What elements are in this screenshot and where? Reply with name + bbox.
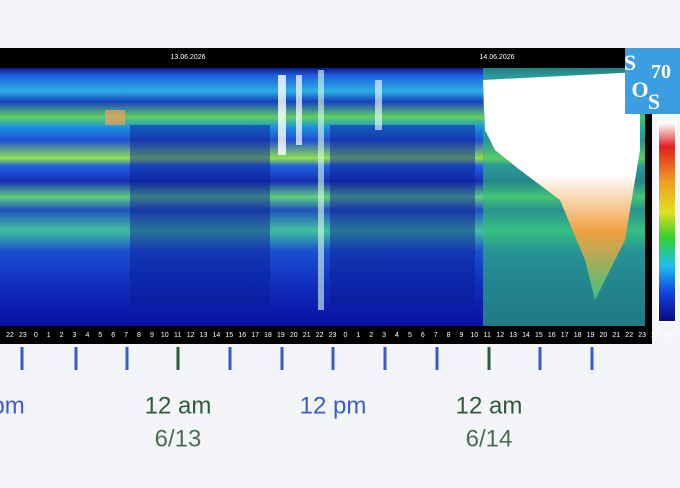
date-label: 6/14 [466, 425, 513, 452]
storm-burst [483, 72, 640, 300]
time-marker [280, 347, 284, 370]
hour-label: 13 [200, 332, 208, 339]
time-marker [435, 347, 439, 370]
hour-label: 0 [343, 332, 347, 339]
hour-label: 13 [509, 332, 517, 339]
time-marker [487, 347, 491, 370]
hour-label: 6 [111, 332, 115, 339]
time-marker [383, 347, 387, 370]
hour-label: 3 [73, 332, 77, 339]
hour-label: 17 [251, 332, 259, 339]
streak [375, 80, 382, 130]
streak [318, 70, 324, 310]
streak [105, 110, 125, 125]
hour-label: 7 [124, 332, 128, 339]
hour-label: 20 [290, 332, 298, 339]
hour-label: 15 [535, 332, 543, 339]
logo-box [625, 48, 680, 114]
time-label: 12 am [456, 392, 523, 419]
hour-label: 24 [651, 332, 659, 339]
hour-label: 1 [47, 332, 51, 339]
hour-label: 12 [496, 332, 504, 339]
time-marker [590, 347, 594, 370]
logo-number: 70 [651, 61, 671, 83]
hour-label: 4 [395, 332, 399, 339]
hour-label: 1 [356, 332, 360, 339]
quiet-region [330, 125, 475, 305]
hour-label: 16 [238, 332, 246, 339]
hour-label: 0 [34, 332, 38, 339]
hour-label: 2 [369, 332, 373, 339]
time-marker [74, 347, 78, 370]
hour-label: 21 [303, 332, 311, 339]
hour-label: 14 [522, 332, 530, 339]
quiet-region [130, 125, 270, 305]
time-marker [331, 347, 335, 370]
unit-label: час [664, 332, 676, 339]
hour-label: 2 [60, 332, 64, 339]
hour-label: 3 [382, 332, 386, 339]
hour-label: 4 [85, 332, 89, 339]
hour-label: 8 [137, 332, 141, 339]
hour-label: 16 [548, 332, 556, 339]
hour-label: 23 [638, 332, 646, 339]
hour-label: 18 [574, 332, 582, 339]
hour-label: 18 [264, 332, 272, 339]
hour-label: 5 [98, 332, 102, 339]
hour-label: 10 [471, 332, 479, 339]
hour-label: 22 [625, 332, 633, 339]
time-label: 12 pm [300, 392, 367, 419]
time-marker [125, 347, 129, 370]
logo-letter: S [624, 50, 636, 75]
hour-label: 9 [150, 332, 154, 339]
colorbar [659, 123, 675, 321]
hour-label: 19 [277, 332, 285, 339]
hour-label: 21 [612, 332, 620, 339]
hour-label: 17 [561, 332, 569, 339]
time-marker [176, 347, 180, 370]
hour-label: 23 [329, 332, 337, 339]
hour-label: 8 [447, 332, 451, 339]
hour-label: 23 [19, 332, 27, 339]
date-label: 14.06.2026 [479, 54, 514, 61]
logo-letter: S [648, 89, 660, 114]
hour-label: 15 [225, 332, 233, 339]
hour-label: 22 [6, 332, 14, 339]
time-label: 12 am [145, 392, 212, 419]
hour-label: 11 [484, 332, 491, 339]
time-marker [538, 347, 542, 370]
hour-label: 22 [316, 332, 324, 339]
time-marker [228, 347, 232, 370]
hour-label: 12 [187, 332, 195, 339]
hour-label: 7 [434, 332, 438, 339]
date-label: 6/13 [155, 425, 202, 452]
hour-label: 5 [408, 332, 412, 339]
hour-label: 10 [161, 332, 169, 339]
date-label: 13.06.2026 [170, 54, 205, 61]
hour-label: 9 [460, 332, 464, 339]
logo-letter: O [631, 77, 648, 102]
hour-label: 14 [213, 332, 221, 339]
streak [278, 75, 286, 155]
hour-label: 19 [587, 332, 595, 339]
hour-label: 6 [421, 332, 425, 339]
streak [296, 75, 302, 145]
hour-label: 11 [174, 332, 181, 339]
time-label: 2 pm [0, 392, 25, 419]
hour-label: 20 [600, 332, 608, 339]
time-marker [20, 347, 24, 370]
